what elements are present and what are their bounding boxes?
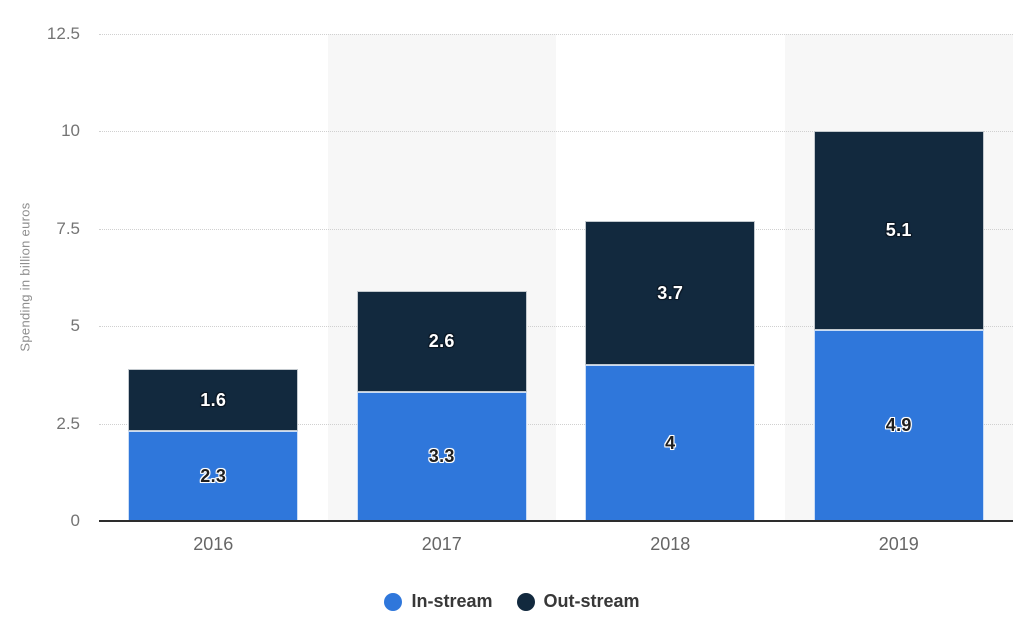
y-tick-label-0: 0 [70, 511, 80, 530]
legend-item-label: In-stream [411, 591, 493, 611]
bar-2017-out-stream[interactable]: 2.6 [356, 291, 527, 393]
bar-value-label: 2.6 [428, 331, 455, 352]
bar-2017-in-stream[interactable]: 3.3 [356, 392, 527, 521]
legend-dot-out-stream-icon [516, 592, 535, 611]
bar-2018-out-stream[interactable]: 3.7 [585, 221, 756, 366]
legend-item-out-stream[interactable]: Out-stream [516, 591, 640, 612]
bar-2019-out-stream[interactable]: 5.1 [813, 131, 984, 331]
bar-value-label: 3.7 [657, 282, 684, 303]
gridline-7-5 [99, 228, 1013, 230]
gridline-2-5 [99, 423, 1013, 425]
bar-value-label: 4.9 [885, 415, 912, 436]
bar-2016-in-stream[interactable]: 2.3 [128, 431, 299, 521]
bar-2019-in-stream[interactable]: 4.9 [813, 330, 984, 521]
gridline-5 [99, 326, 1013, 328]
legend-item-label: Out-stream [543, 591, 640, 611]
legend-dot-in-stream-icon [384, 592, 403, 611]
legend-item-in-stream[interactable]: In-stream [384, 591, 493, 612]
legend: In-stream Out-stream [0, 591, 1024, 612]
bar-2016-out-stream[interactable]: 1.6 [128, 369, 299, 432]
gridline-10 [99, 131, 1013, 133]
bar-value-label: 2.3 [200, 465, 227, 486]
x-axis-label-2019: 2019 [878, 534, 919, 554]
gridline-12-5 [99, 34, 1013, 35]
bar-2018-in-stream[interactable]: 4 [585, 365, 756, 521]
x-axis-label-2016: 2016 [193, 534, 234, 554]
y-tick-label-7-5: 7.5 [56, 218, 80, 238]
y-tick-label-5: 5 [70, 316, 80, 336]
x-axis-line [99, 520, 1013, 522]
bar-value-label: 5.1 [885, 220, 912, 241]
y-tick-label-2-5: 2.5 [56, 413, 80, 433]
x-axis-label-2017: 2017 [421, 534, 462, 554]
y-tick-label-10: 10 [61, 121, 80, 141]
bar-value-label: 3.3 [428, 446, 455, 467]
x-axis-label-2018: 2018 [650, 534, 691, 554]
bar-value-label: 1.6 [200, 389, 227, 410]
y-tick-label-12-5: 12.5 [46, 24, 80, 43]
bar-value-label: 4 [665, 432, 676, 453]
